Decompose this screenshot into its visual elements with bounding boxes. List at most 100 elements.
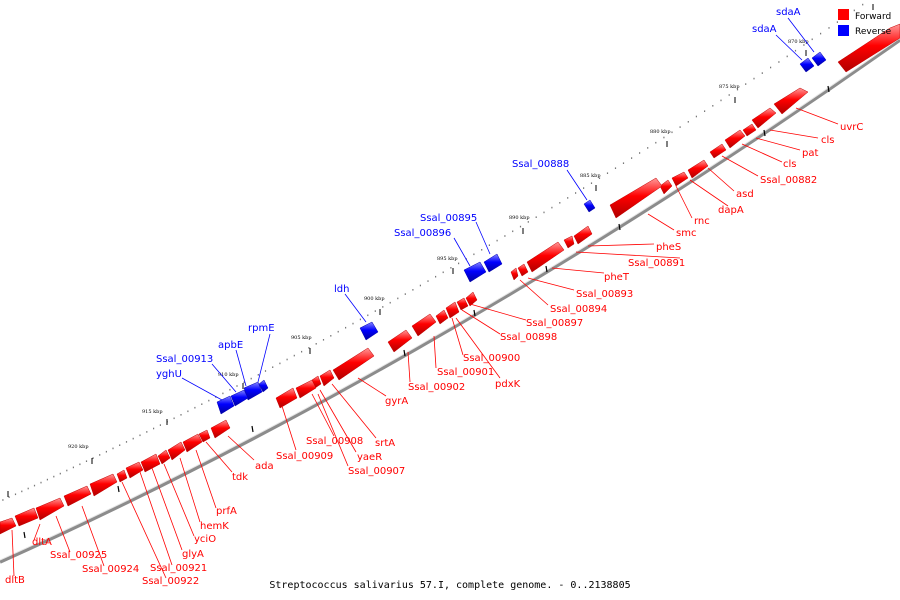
gene-label[interactable]: Ssal_00902 [408,382,465,393]
gene-arrow-reverse[interactable] [811,51,827,67]
gene-label[interactable]: ada [255,461,274,472]
gene-arrow-forward[interactable] [687,159,709,179]
gene-label[interactable]: pheT [604,272,630,283]
gene-arrow-forward[interactable] [116,469,128,483]
gene-arrow-forward[interactable] [510,267,519,281]
gene-label[interactable]: Ssal_00898 [500,332,557,343]
gene-label[interactable]: pdxK [495,379,521,390]
gene-label[interactable]: Ssal_00895 [420,213,477,224]
gene-label[interactable]: sdaA [752,24,777,35]
gene-arrow-forward[interactable] [573,225,593,245]
gene-label[interactable]: Ssal_00900 [463,353,520,364]
gene-arrow-forward[interactable] [319,369,335,387]
gene-label[interactable]: cls [783,159,797,170]
gene-label[interactable]: Ssal_00893 [576,289,633,300]
gene-label[interactable]: pat [802,148,818,159]
ruler-dot [286,358,288,361]
gene-label[interactable]: Ssal_00896 [394,228,451,239]
gene-arrow-forward[interactable] [0,517,17,535]
gene-arrow-forward[interactable] [563,235,575,249]
gene-arrow-reverse[interactable] [799,57,815,73]
gene-arrow-reverse[interactable] [258,379,269,393]
ruler-dot [8,496,10,498]
gene-arrow-forward[interactable] [275,387,298,409]
gene-label[interactable]: pheS [656,242,681,253]
gene-label[interactable]: Ssal_00897 [526,318,583,329]
gene-arrow-forward[interactable] [724,129,746,149]
gene-arrow-forward[interactable] [14,507,39,527]
gene-label[interactable]: uvrC [840,122,863,133]
gene-label[interactable]: apbE [218,340,243,351]
gene-arrow-reverse[interactable] [463,261,487,283]
gene-label[interactable]: Ssal_00909 [276,451,333,462]
gene-arrow-forward[interactable] [125,461,144,479]
gene-arrow-reverse[interactable] [230,389,249,407]
gene-arrow-forward[interactable] [89,473,118,497]
gene-arrow-forward[interactable] [387,329,413,353]
gene-arrow-forward[interactable] [140,453,161,473]
gene-label[interactable]: gyrA [385,396,408,407]
gene-arrow-forward[interactable] [837,23,900,73]
gene-label[interactable]: Ssal_00922 [142,576,199,587]
gene-arrow-forward[interactable] [295,379,317,399]
gene-arrow-forward[interactable] [773,87,809,115]
gene-label[interactable]: prfA [216,506,237,517]
gene-label[interactable]: Ssal_00891 [628,258,685,269]
gene-arrow-forward[interactable] [659,179,673,195]
gene-label[interactable]: rpmE [248,323,275,334]
gene-label[interactable]: yaeR [357,452,382,463]
gene-arrow-forward[interactable] [751,107,777,129]
gene-arrow-forward[interactable] [709,143,727,159]
gene-label[interactable]: yciO [194,534,216,545]
gene-arrow-forward[interactable] [182,433,203,453]
gene-label[interactable]: Ssal_00901 [437,367,494,378]
gene-label[interactable]: glyA [182,549,204,560]
gene-arrow-forward[interactable] [35,497,65,521]
ruler-dot [46,478,48,481]
gene-arrow-forward[interactable] [517,263,529,277]
gene-arrow-forward[interactable] [210,419,231,439]
gene-arrow-reverse[interactable] [483,253,503,273]
gene-label[interactable]: Ssal_00894 [550,304,607,315]
gene-arrow-forward[interactable] [445,301,460,319]
gene-arrow-forward[interactable] [411,313,437,337]
gene-arrow-reverse[interactable] [216,395,235,415]
gene-arrow-forward[interactable] [63,485,92,507]
ruler-dot [14,493,17,496]
gene-label[interactable]: dltB [5,575,25,586]
gene-label[interactable]: Ssal_00908 [306,436,363,447]
gene-arrow-forward[interactable] [671,171,689,187]
gene-label[interactable]: tdk [232,472,248,483]
gene-label[interactable]: yghU [156,369,182,380]
gene-label[interactable]: srtA [375,438,395,449]
gene-arrow-forward[interactable] [456,297,469,311]
gene-arrow-forward[interactable] [742,123,757,137]
gene-label[interactable]: sdaA [776,7,801,18]
gene-label[interactable]: dltA [32,537,52,548]
gene-label[interactable]: asd [736,189,754,200]
gene-label[interactable]: Ssal_00907 [348,466,405,477]
gene-label[interactable]: Ssal_00925 [50,550,107,561]
gene-label[interactable]: Ssal_00924 [82,564,139,575]
gene-label[interactable]: dapA [718,205,744,216]
gene-arrow-forward[interactable] [332,347,375,381]
gene-arrow-reverse[interactable] [359,321,379,341]
gene-arrow-forward[interactable] [609,177,663,219]
gene-arrow-forward[interactable] [435,309,449,325]
gene-arrow-forward[interactable] [157,449,171,465]
gene-label[interactable]: Ssal_00921 [150,563,207,574]
gene-label[interactable]: Ssal_00882 [760,175,817,186]
gene-label[interactable]: Ssal_00913 [156,354,213,365]
gene-label[interactable]: cls [821,135,835,146]
gene-arrow-forward[interactable] [167,441,186,461]
gene-label[interactable]: rnc [694,216,710,227]
gene-label[interactable]: hemK [200,521,229,532]
gene-label[interactable]: ldh [334,284,349,295]
tick-label: 885 kbp [580,173,601,179]
gene-arrow-forward[interactable] [526,241,565,273]
gene-label[interactable]: Ssal_00888 [512,159,569,170]
gene-arrow-forward[interactable] [198,429,211,443]
gene-arrow-forward[interactable] [465,291,478,307]
gene-label[interactable]: smc [676,228,696,239]
gene-arrow-reverse[interactable] [583,199,596,213]
